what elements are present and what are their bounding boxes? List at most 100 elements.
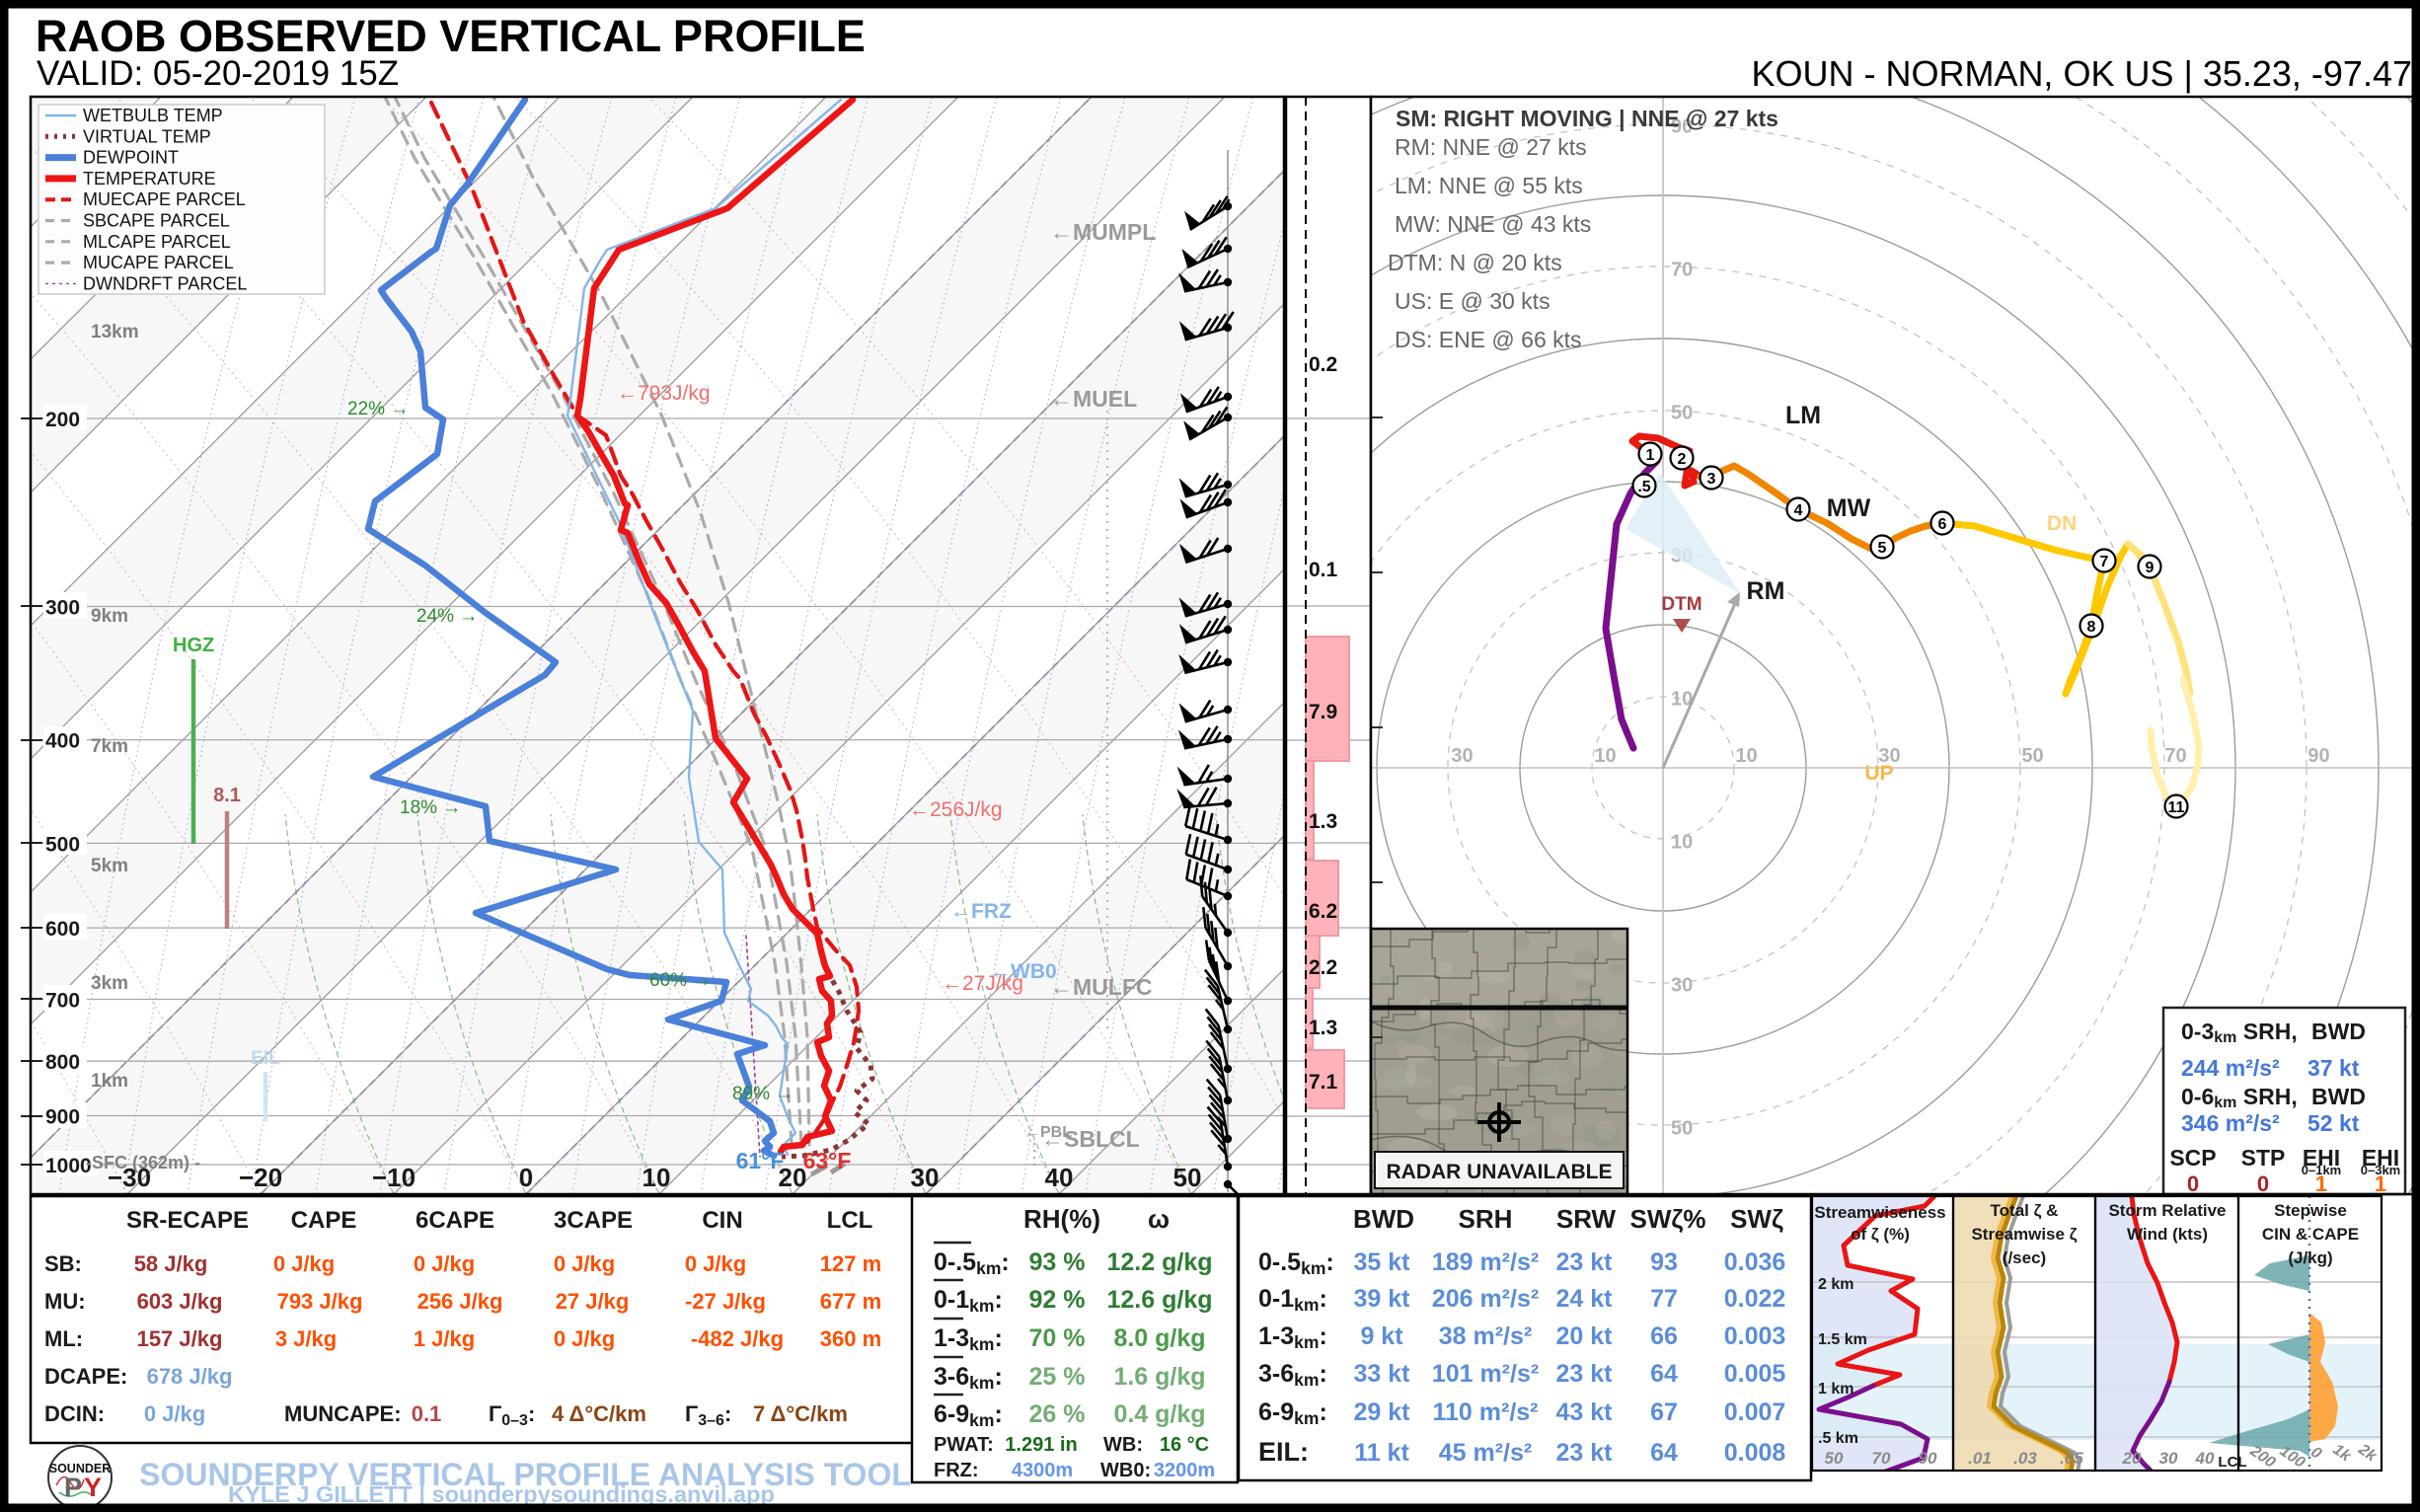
svg-text:50: 50 (1671, 1118, 1693, 1140)
svg-text:23 kt: 23 kt (1556, 1439, 1614, 1467)
svg-text:SWζ: SWζ (1730, 1204, 1783, 1234)
svg-text:24 kt: 24 kt (1556, 1285, 1614, 1313)
svg-text:7.1: 7.1 (1309, 1071, 1338, 1094)
svg-text:52 kt: 52 kt (2307, 1110, 2360, 1136)
svg-text:93: 93 (1650, 1248, 1678, 1276)
svg-text:←FRZ: ←FRZ (950, 900, 1012, 923)
svg-text:2.2: 2.2 (1309, 956, 1337, 979)
svg-text:1: 1 (2315, 1172, 2327, 1196)
svg-text:63°F: 63°F (803, 1148, 852, 1173)
svg-text:64: 64 (1650, 1360, 1678, 1388)
svg-text:Streamwise ζ: Streamwise ζ (1971, 1225, 2077, 1244)
svg-text:8: 8 (2087, 619, 2096, 636)
svg-text:10: 10 (643, 1163, 671, 1192)
svg-text:RM: RM (1747, 577, 1785, 605)
svg-text:0 J/kg: 0 J/kg (554, 1326, 615, 1351)
svg-text:0.1: 0.1 (412, 1401, 442, 1426)
svg-text:206 m²/s²: 206 m²/s² (1432, 1285, 1539, 1313)
svg-text:67: 67 (1650, 1399, 1678, 1426)
svg-text:0: 0 (2187, 1172, 2199, 1196)
svg-text:3 J/kg: 3 J/kg (275, 1326, 337, 1351)
svg-text:BWD: BWD (1353, 1204, 1414, 1234)
svg-text:1 km: 1 km (1818, 1381, 1853, 1398)
svg-text:793 J/kg: 793 J/kg (277, 1289, 363, 1314)
svg-text:LCL: LCL (2218, 1454, 2246, 1471)
svg-text:0-6km SRH,: 0-6km SRH, (2181, 1084, 2298, 1111)
svg-text:346 m²/s²: 346 m²/s² (2181, 1110, 2280, 1136)
svg-text:1.3: 1.3 (1309, 1017, 1337, 1039)
svg-text:360 m: 360 m (820, 1326, 881, 1351)
svg-text:30: 30 (1671, 975, 1693, 997)
svg-text:4: 4 (1794, 502, 1803, 519)
svg-text:1 J/kg: 1 J/kg (414, 1326, 475, 1351)
svg-text:30: 30 (911, 1163, 940, 1192)
svg-text:8.0 g/kg: 8.0 g/kg (1113, 1324, 1205, 1352)
svg-text:←MULFC: ←MULFC (1050, 974, 1152, 1000)
svg-text:8.1: 8.1 (213, 785, 241, 806)
svg-text:9: 9 (2146, 560, 2155, 576)
svg-text:0.003: 0.003 (1724, 1323, 1786, 1350)
svg-text:←MUMPL: ←MUMPL (1050, 219, 1156, 245)
svg-text:−10: −10 (372, 1163, 416, 1192)
svg-text:US: E @ 30 kts: US: E @ 30 kts (1395, 288, 1550, 314)
svg-text:EIL: EIL (251, 1048, 280, 1069)
svg-text:0.022: 0.022 (1724, 1285, 1786, 1313)
svg-text:EIL:: EIL: (1258, 1437, 1309, 1467)
svg-text:LM: NNE @ 55 kts: LM: NNE @ 55 kts (1395, 173, 1583, 198)
svg-text:90: 90 (1671, 116, 1693, 138)
svg-text:DS: ENE @ 66 kts: DS: ENE @ 66 kts (1395, 327, 1582, 352)
svg-text:BWD: BWD (2311, 1019, 2366, 1044)
svg-text:23 kt: 23 kt (1556, 1248, 1614, 1276)
svg-text:4300m: 4300m (1012, 1460, 1073, 1481)
svg-text:35 kt: 35 kt (1354, 1248, 1411, 1276)
svg-text:39 kt: 39 kt (1354, 1285, 1411, 1313)
svg-text:0–1km: 0–1km (2302, 1163, 2341, 1177)
svg-text:70: 70 (1671, 260, 1693, 281)
svg-text:0.008: 0.008 (1724, 1439, 1786, 1467)
svg-text:24% →: 24% → (416, 606, 478, 627)
svg-text:2 km: 2 km (1818, 1276, 1853, 1293)
svg-text:0 J/kg: 0 J/kg (685, 1251, 746, 1276)
svg-text:3-6km:: 3-6km: (934, 1363, 1003, 1393)
svg-text:0.1: 0.1 (1309, 559, 1338, 581)
svg-text:77: 77 (1650, 1285, 1678, 1313)
svg-text:.5 km: .5 km (1818, 1430, 1858, 1447)
svg-text:20 kt: 20 kt (1556, 1323, 1614, 1350)
svg-text:5km: 5km (91, 856, 128, 876)
svg-text:SRW: SRW (1556, 1204, 1617, 1234)
svg-text:0-1km:: 0-1km: (934, 1286, 1003, 1316)
svg-text:70 %: 70 % (1029, 1324, 1086, 1352)
svg-text:189 m²/s²: 189 m²/s² (1432, 1248, 1539, 1276)
svg-text:4 Δ°C/km: 4 Δ°C/km (552, 1401, 646, 1426)
svg-text:ML:: ML: (44, 1326, 83, 1351)
svg-text:SCP: SCP (2169, 1145, 2216, 1171)
svg-text:10: 10 (1671, 832, 1693, 854)
svg-text:CAPE: CAPE (291, 1207, 357, 1234)
svg-text:70: 70 (2164, 745, 2186, 767)
svg-text:EHI: EHI (2362, 1145, 2399, 1171)
svg-text:0.4 g/kg: 0.4 g/kg (1113, 1400, 1205, 1428)
svg-text:11: 11 (2168, 799, 2185, 816)
svg-text:←WB0: ←WB0 (990, 960, 1057, 983)
svg-text:90: 90 (1919, 1449, 1937, 1468)
svg-text:PWAT:: PWAT: (934, 1434, 994, 1456)
svg-text:30: 30 (2159, 1449, 2178, 1468)
svg-text:1.3: 1.3 (1309, 810, 1337, 833)
svg-text:CIN & CAPE: CIN & CAPE (2262, 1225, 2359, 1244)
svg-text:200: 200 (45, 409, 80, 431)
svg-text:7km: 7km (91, 736, 128, 757)
svg-text:MU:: MU: (44, 1289, 86, 1314)
svg-text:DCIN:: DCIN: (44, 1401, 105, 1426)
svg-text:6: 6 (1938, 516, 1947, 533)
svg-text:11 kt: 11 kt (1354, 1439, 1409, 1467)
svg-text:SOUNDERPY VERTICAL PROFILE ANA: SOUNDERPY VERTICAL PROFILE ANALYSIS TOOL (139, 1457, 911, 1492)
svg-text:27 J/kg: 27 J/kg (556, 1289, 630, 1314)
svg-text:5: 5 (1878, 540, 1887, 557)
svg-text:-482 J/kg: -482 J/kg (691, 1326, 784, 1351)
svg-text:3: 3 (1707, 471, 1716, 488)
svg-text:LM: LM (1785, 402, 1821, 429)
svg-text:.01: .01 (1968, 1449, 1992, 1468)
svg-text:0.2: 0.2 (1309, 353, 1337, 376)
svg-text:.03: .03 (2013, 1449, 2037, 1468)
svg-text:6.2: 6.2 (1309, 900, 1337, 923)
